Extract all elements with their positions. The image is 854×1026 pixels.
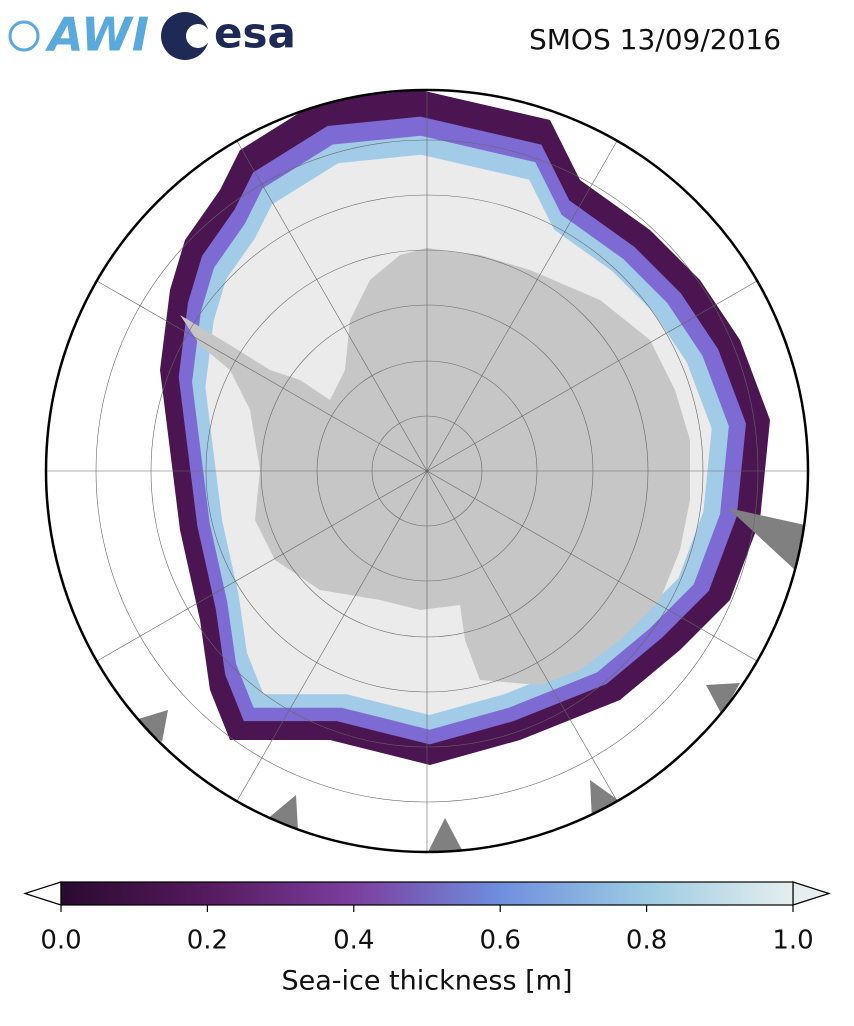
map: [46, 90, 808, 852]
land: [428, 818, 462, 852]
colorbar-label: Sea-ice thickness [m]: [281, 966, 572, 997]
map-border: [44, 88, 810, 854]
colorbar-tick-label: 0.4: [333, 926, 374, 956]
land: [706, 683, 740, 715]
graticule: [46, 90, 808, 852]
esa-icon: [161, 12, 209, 60]
esa-icon-inner: [186, 24, 210, 48]
land: [135, 710, 168, 742]
awi-text: AWI: [45, 8, 149, 62]
colorbar-extend-high: [792, 881, 831, 906]
colorbar-tick-label: 0.0: [40, 926, 81, 956]
esa-text: esa: [214, 9, 296, 58]
colorbar-tick-label: 0.8: [626, 926, 667, 956]
colorbar-tick-label: 0.2: [187, 926, 228, 956]
esa-logo: esa: [161, 9, 296, 60]
colorbar-tick-label: 1.0: [772, 926, 813, 956]
map-title: SMOS 13/09/2016: [529, 23, 781, 56]
land: [590, 780, 618, 820]
colorbar: [23, 881, 831, 906]
awi-icon: [8, 20, 40, 52]
land: [728, 508, 805, 570]
awi-logo: AWI: [8, 8, 149, 62]
colorbar-extend-low: [23, 881, 62, 906]
colorbar-gradient: [60, 881, 794, 906]
colorbar-tick-label: 0.6: [480, 926, 521, 956]
